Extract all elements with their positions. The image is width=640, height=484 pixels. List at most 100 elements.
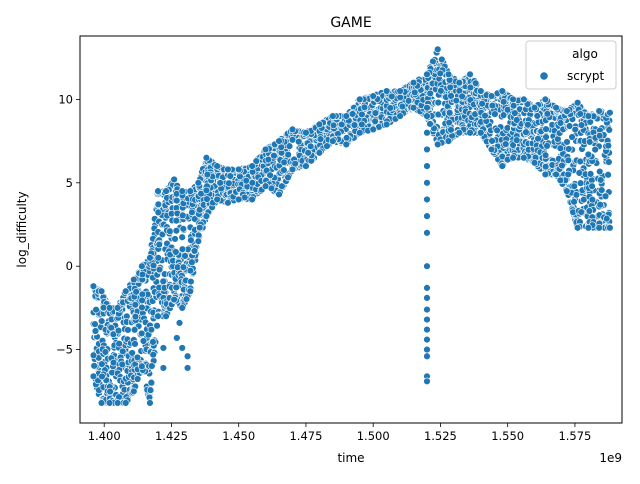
data-point xyxy=(166,227,174,235)
data-point xyxy=(423,179,431,187)
data-point xyxy=(213,162,221,170)
data-point xyxy=(606,109,614,117)
data-point xyxy=(288,136,297,144)
data-point xyxy=(216,179,224,187)
data-point xyxy=(570,198,578,206)
data-point xyxy=(162,187,170,195)
data-point xyxy=(542,133,550,141)
data-point xyxy=(149,338,157,346)
data-point xyxy=(196,223,204,232)
data-point xyxy=(522,128,530,136)
data-point xyxy=(190,247,199,255)
data-point xyxy=(118,360,126,369)
legend-title: algo xyxy=(572,47,598,61)
data-point xyxy=(186,287,194,295)
data-point xyxy=(605,158,613,166)
data-point xyxy=(426,89,434,98)
data-point xyxy=(270,151,278,160)
data-point xyxy=(170,175,178,184)
data-point xyxy=(213,195,221,204)
data-point xyxy=(541,151,550,159)
data-point xyxy=(235,195,243,204)
data-point xyxy=(446,83,454,92)
data-point xyxy=(487,145,496,154)
data-point xyxy=(434,140,442,149)
data-point xyxy=(423,112,431,120)
data-point xyxy=(106,387,114,396)
data-point xyxy=(113,399,122,407)
axes-frame xyxy=(79,35,623,424)
data-point xyxy=(533,112,541,120)
x-tick-label: 1.525 xyxy=(424,429,457,443)
data-point xyxy=(576,179,585,187)
data-point xyxy=(98,372,106,381)
data-point xyxy=(499,111,508,119)
data-point xyxy=(564,156,573,165)
data-point xyxy=(423,305,431,314)
data-point xyxy=(101,348,110,356)
data-point xyxy=(139,337,148,345)
data-point xyxy=(109,330,118,338)
data-point xyxy=(131,340,139,348)
data-point xyxy=(179,211,187,220)
data-point xyxy=(541,95,550,104)
data-point xyxy=(154,254,162,262)
data-point xyxy=(114,326,123,335)
data-point xyxy=(226,172,235,180)
data-point xyxy=(596,176,605,184)
data-point xyxy=(172,283,180,292)
data-point xyxy=(573,224,582,232)
data-point xyxy=(556,119,565,127)
data-point xyxy=(173,334,181,342)
data-point xyxy=(564,170,572,179)
data-point xyxy=(530,104,539,112)
data-point xyxy=(202,186,211,195)
data-point xyxy=(558,161,566,170)
data-point xyxy=(98,360,106,368)
data-point xyxy=(329,121,338,130)
data-point xyxy=(437,87,445,95)
data-point xyxy=(278,182,286,190)
data-point xyxy=(124,326,132,334)
data-point xyxy=(396,93,404,102)
data-point xyxy=(91,320,99,328)
data-point xyxy=(388,92,396,101)
data-point xyxy=(97,399,106,407)
data-point xyxy=(122,287,130,295)
data-point xyxy=(595,131,604,140)
data-point xyxy=(584,150,593,159)
data-point xyxy=(154,312,162,320)
x-axis-offset-label: 1e9 xyxy=(599,451,622,465)
data-point xyxy=(92,305,100,314)
data-point xyxy=(458,92,466,100)
data-point xyxy=(138,296,146,305)
data-point xyxy=(356,95,364,104)
data-point xyxy=(423,145,431,154)
data-point xyxy=(606,224,614,232)
data-point xyxy=(369,125,377,134)
data-point xyxy=(275,137,283,145)
data-point xyxy=(183,364,192,372)
data-point xyxy=(304,149,312,157)
data-point xyxy=(358,110,366,119)
data-point xyxy=(444,137,453,145)
data-point xyxy=(302,129,310,137)
data-point xyxy=(445,109,454,117)
data-point xyxy=(447,126,455,134)
data-point xyxy=(119,347,127,355)
data-point xyxy=(404,97,413,105)
data-point xyxy=(602,214,611,223)
data-point xyxy=(509,154,517,162)
data-point xyxy=(148,362,156,370)
data-point xyxy=(542,125,550,133)
data-point xyxy=(159,277,167,285)
data-point xyxy=(498,162,506,170)
data-point xyxy=(556,144,565,152)
data-point xyxy=(513,116,521,124)
data-point xyxy=(280,158,288,167)
data-point xyxy=(338,120,346,129)
data-point xyxy=(159,364,168,372)
data-point xyxy=(191,215,199,223)
data-point xyxy=(89,372,98,380)
data-point xyxy=(369,92,377,100)
